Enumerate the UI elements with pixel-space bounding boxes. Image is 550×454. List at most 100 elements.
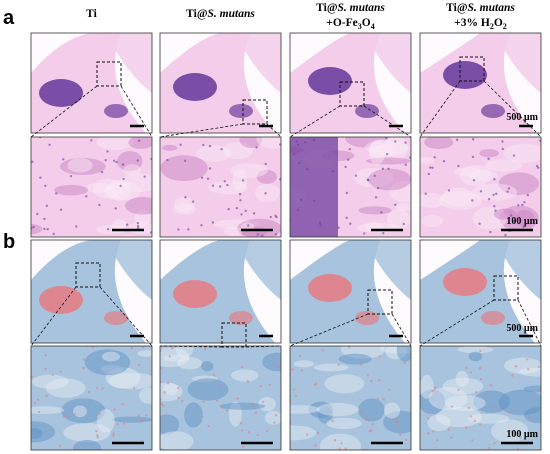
cell (46, 227, 49, 231)
panel-label: b (3, 231, 15, 253)
header-part: 3 (358, 22, 362, 31)
zoom-connector (266, 123, 282, 138)
texture (396, 346, 411, 362)
cell (45, 394, 48, 397)
texture (61, 398, 106, 424)
cell (206, 177, 210, 180)
cell (177, 228, 180, 231)
texture (84, 349, 131, 376)
cell (39, 176, 42, 179)
cell (373, 174, 376, 178)
cell (160, 137, 162, 139)
cell (457, 388, 460, 392)
header-part: Ti@ (316, 2, 338, 14)
cell (331, 419, 334, 423)
cell (471, 155, 475, 159)
texture (237, 218, 281, 237)
cell (366, 178, 369, 181)
cell (51, 373, 55, 377)
marrow (229, 104, 253, 118)
cell (59, 208, 63, 211)
cell (431, 390, 434, 393)
tissue (160, 346, 281, 450)
tissue-region (495, 240, 541, 300)
cell (404, 141, 407, 144)
cell (96, 436, 99, 439)
tissue (420, 346, 541, 450)
texture (353, 168, 394, 188)
texture (503, 357, 541, 374)
cell (429, 166, 432, 169)
tissue-region (495, 33, 541, 93)
cell (403, 361, 406, 364)
cell (132, 387, 136, 390)
texture (455, 370, 469, 387)
cell (535, 164, 539, 168)
panel-border (159, 136, 282, 238)
cell (536, 166, 540, 169)
cell (59, 370, 62, 373)
cell (495, 192, 498, 195)
cell (163, 391, 166, 394)
zoom-connector (245, 345, 282, 348)
texture (366, 157, 411, 165)
cell (432, 430, 435, 433)
cell (33, 402, 37, 405)
cell (473, 419, 477, 423)
texture (524, 407, 541, 424)
texture (484, 159, 523, 172)
header-part: S. mutans (208, 8, 256, 20)
marrow (355, 104, 379, 118)
cell (475, 390, 478, 394)
texture (479, 148, 499, 158)
texture (96, 409, 115, 433)
cell (478, 366, 482, 370)
cell (442, 160, 446, 163)
cell (385, 152, 389, 156)
cell (130, 346, 133, 350)
cell (305, 433, 309, 436)
cell (274, 414, 278, 417)
cell (220, 148, 223, 151)
cell (211, 221, 215, 224)
texture (73, 439, 102, 450)
cell (467, 406, 471, 410)
cell (469, 415, 473, 418)
cell (499, 408, 502, 411)
texture (119, 173, 152, 193)
tissue (290, 346, 411, 450)
texture (467, 169, 498, 181)
texture (421, 214, 443, 228)
cell (492, 193, 495, 197)
cell (365, 418, 368, 422)
texture (395, 202, 411, 212)
cell (183, 159, 187, 163)
cell (492, 406, 495, 409)
cell (200, 176, 204, 179)
background (31, 137, 152, 237)
texture (112, 219, 127, 231)
texture (324, 374, 365, 394)
cell (433, 386, 437, 389)
column-header: +O-Fe3O4 (326, 17, 374, 31)
histology-panel (289, 345, 412, 451)
texture (498, 389, 541, 416)
header-part: 2 (490, 22, 494, 31)
cell (376, 397, 380, 401)
tissue-region (106, 33, 152, 93)
cell-mass (290, 137, 338, 237)
cell (244, 209, 247, 213)
cell (202, 400, 205, 404)
panel-border (419, 345, 542, 451)
cell (471, 199, 474, 202)
cell (63, 415, 66, 418)
scale-label: 500 µm (506, 323, 538, 334)
background (420, 137, 541, 237)
histology-panel (30, 239, 153, 344)
cell (125, 223, 129, 226)
texture (128, 137, 152, 149)
cell (162, 404, 165, 408)
texture (123, 164, 142, 177)
cell (457, 164, 460, 168)
